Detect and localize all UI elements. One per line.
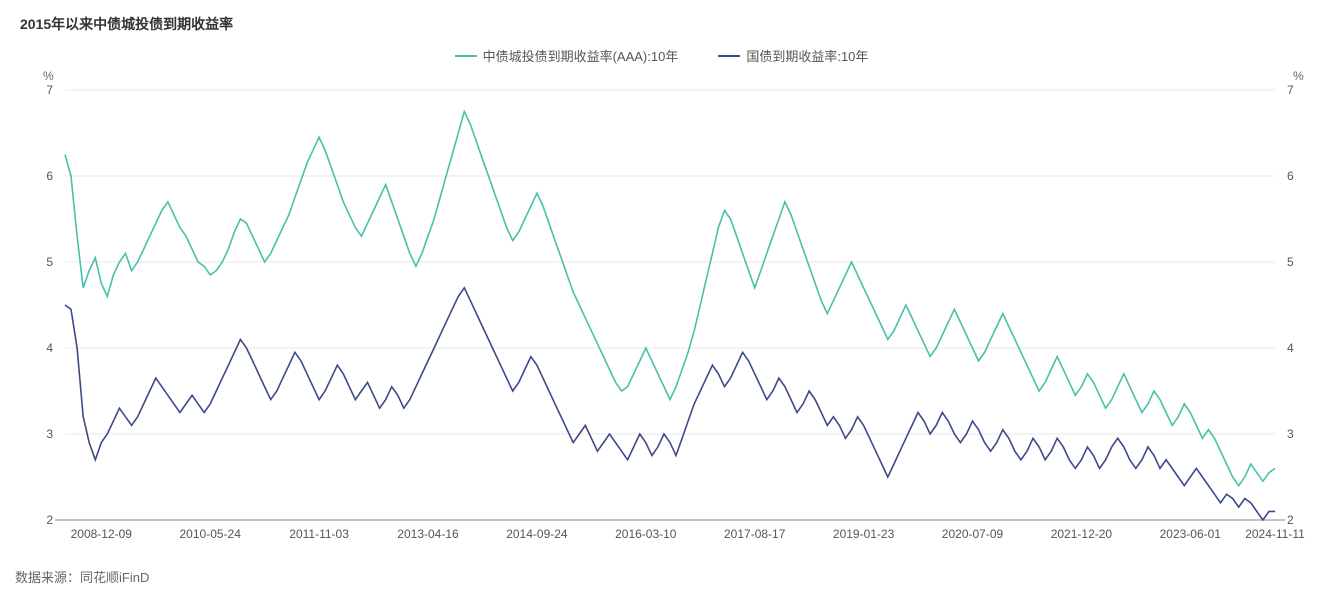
svg-text:2010-05-24: 2010-05-24 xyxy=(180,527,242,541)
series-gov_bond_10y xyxy=(65,288,1275,520)
svg-text:%: % xyxy=(43,69,54,83)
svg-text:2016-03-10: 2016-03-10 xyxy=(615,527,677,541)
svg-text:3: 3 xyxy=(46,427,53,441)
line-chart: 2 2 3 3 4 4 5 5 6 6 7 7 2008-12-09 2010-05-24 2011-11-… xyxy=(0,0,1323,598)
svg-text:2023-06-01: 2023-06-01 xyxy=(1160,527,1222,541)
svg-text:2: 2 xyxy=(1287,513,1294,527)
svg-text:5: 5 xyxy=(1287,255,1294,269)
svg-text:2024-11-11: 2024-11-11 xyxy=(1245,527,1305,541)
svg-text:2017-08-17: 2017-08-17 xyxy=(724,527,786,541)
svg-text:2011-11-03: 2011-11-03 xyxy=(289,527,349,541)
svg-text:7: 7 xyxy=(1287,83,1294,97)
svg-text:2008-12-09: 2008-12-09 xyxy=(71,527,133,541)
svg-text:7: 7 xyxy=(46,83,53,97)
svg-text:2013-04-16: 2013-04-16 xyxy=(397,527,459,541)
svg-text:4: 4 xyxy=(1287,341,1294,355)
svg-text:%: % xyxy=(1293,69,1304,83)
svg-text:4: 4 xyxy=(46,341,53,355)
svg-text:2019-01-23: 2019-01-23 xyxy=(833,527,895,541)
svg-text:6: 6 xyxy=(46,169,53,183)
svg-text:2021-12-20: 2021-12-20 xyxy=(1051,527,1113,541)
svg-text:2: 2 xyxy=(46,513,53,527)
data-source-label: 数据来源：同花顺iFinD xyxy=(15,567,149,586)
series-city_bond_aaa_10y xyxy=(65,112,1275,486)
svg-text:2014-09-24: 2014-09-24 xyxy=(506,527,568,541)
svg-text:3: 3 xyxy=(1287,427,1294,441)
svg-text:5: 5 xyxy=(46,255,53,269)
svg-text:6: 6 xyxy=(1287,169,1294,183)
svg-text:2020-07-09: 2020-07-09 xyxy=(942,527,1004,541)
